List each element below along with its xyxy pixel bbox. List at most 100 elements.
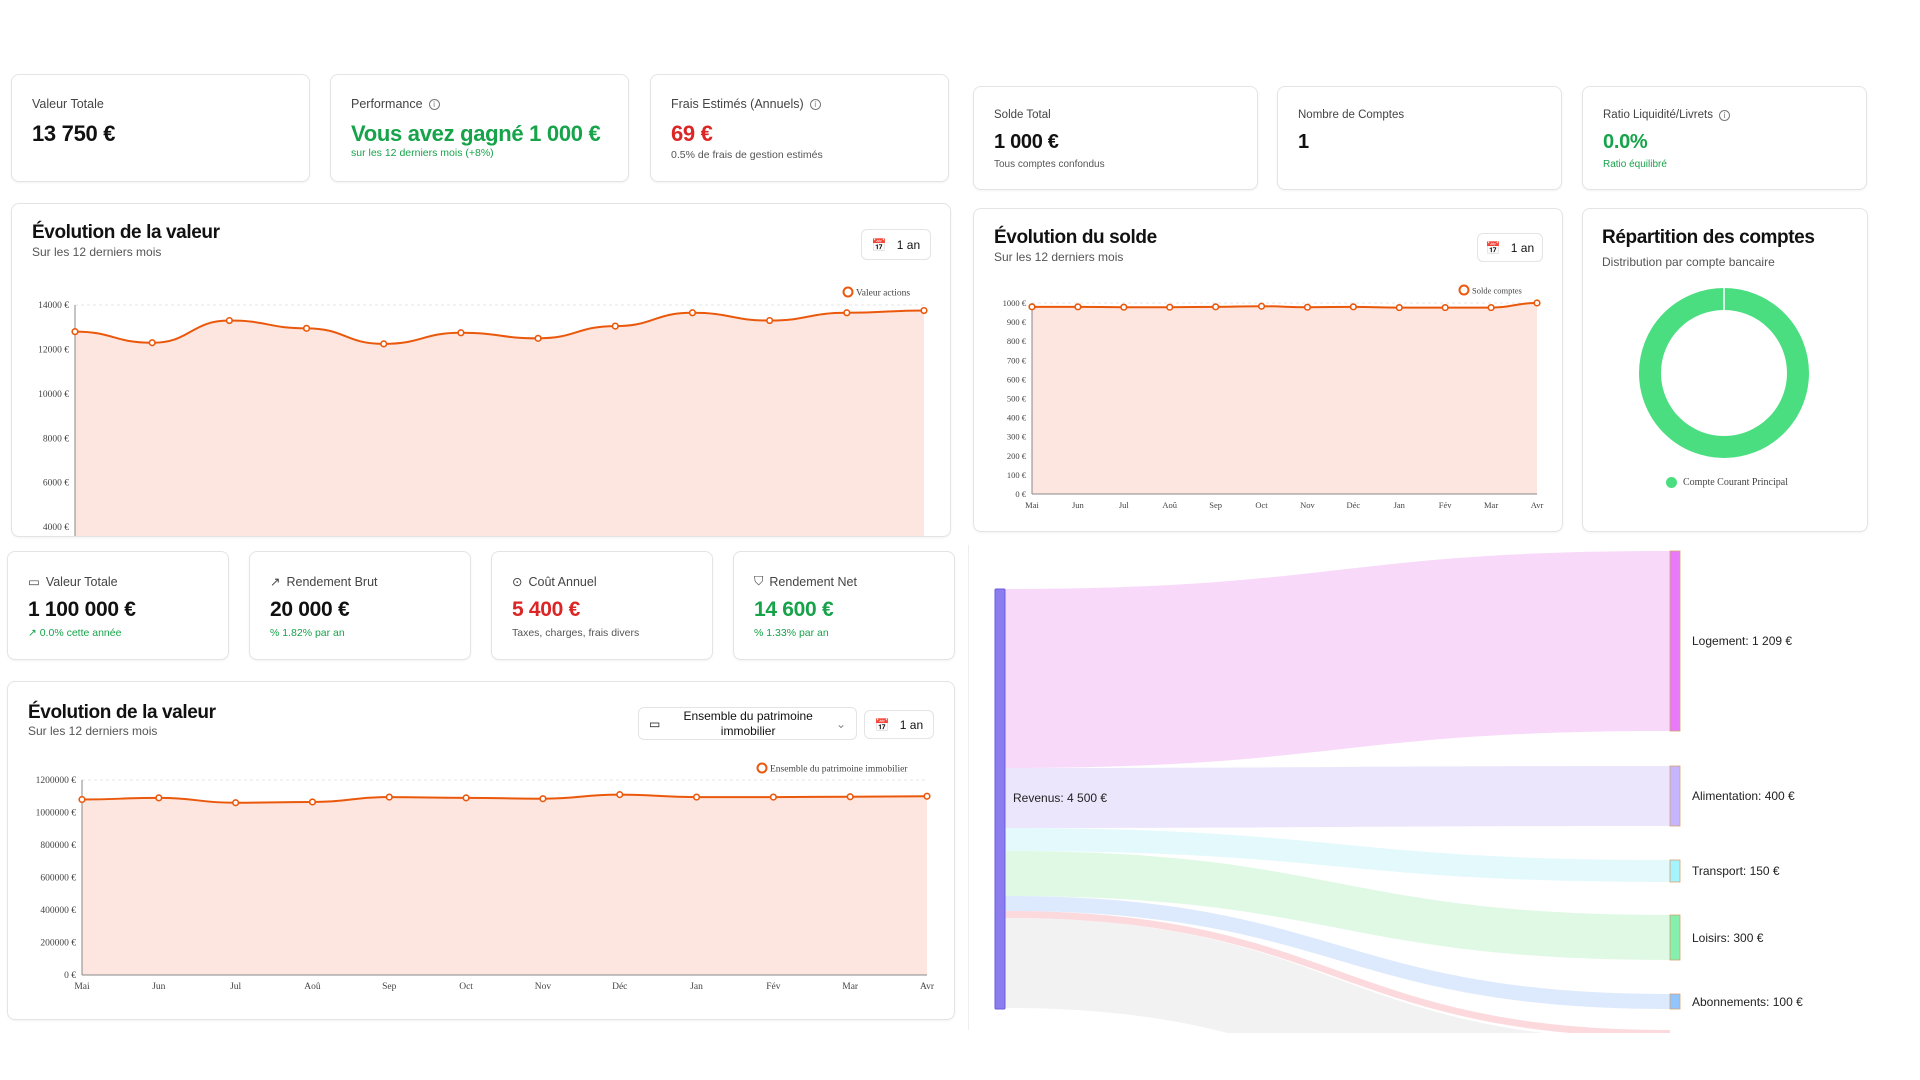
immo-card-valeur: ▭ Valeur Totale 1 100 000 € ↗ 0.0% cette … [7,551,229,660]
stat-label: Solde Total [994,109,1051,121]
data-point [380,340,388,348]
x-tick-label: Mar [1484,500,1498,510]
coins-icon: ⊙ [512,575,523,589]
series-area [75,310,924,536]
x-tick-label: Jul [230,982,241,992]
chart-title: Évolution de la valeur [28,702,216,723]
y-tick-label: 100 € [1007,470,1027,480]
x-tick-label: Sep [1209,500,1222,510]
chart-card-valeur-actions: Évolution de la valeur Sur les 12 dernie… [11,203,951,537]
sankey-link-loisirs [1005,851,1670,960]
data-point [688,309,697,317]
x-tick-label: Aoû [304,982,321,992]
chart-subtitle: Sur les 12 derniers mois [994,250,1124,264]
x-tick-label: Nov [535,982,552,992]
y-tick-label: 900 € [1007,317,1027,327]
sankey-target-label: Abonnements: 100 € [1692,995,1803,1009]
trending-up-icon: ↗ [270,575,281,589]
stat-label: Frais Estimés (Annuels) i [671,97,821,111]
period-button[interactable]: 📅 1 an [861,229,931,260]
y-tick-label: 600 € [1007,374,1027,384]
info-icon[interactable]: i [428,98,440,110]
data-point [1441,303,1449,312]
stat-sub: Tous comptes confondus [994,159,1105,170]
sankey-node-logement [1669,550,1681,732]
stat-sub: sur les 12 derniers mois (+8%) [351,147,494,159]
sankey-node-revenus [994,588,1006,1010]
stat-label: Nombre de Comptes [1298,109,1405,121]
immo-card-net: ⛉ Rendement Net 14 600 € % 1.33% par an [733,551,955,660]
period-button[interactable]: 📅 1 an [1477,233,1543,262]
data-point [148,339,156,347]
data-point [1074,303,1082,311]
x-tick-label: Nov [1300,500,1315,510]
data-point [920,306,928,315]
sankey-divider [968,545,969,1030]
x-tick-label: Jan [1394,500,1406,510]
data-point [843,309,851,317]
data-point [462,794,470,802]
sankey-node-transport [1669,859,1681,883]
chart-subtitle: Sur les 12 derniers mois [28,724,158,738]
data-point [308,798,317,806]
stat-label: ▭ Valeur Totale [28,574,118,590]
stat-value: 14 600 € [754,598,834,621]
legend-label: Ensemble du patrimoine immobilier [770,765,908,775]
patrimoine-select[interactable]: ▭ Ensemble du patrimoine immobilier ⌄ [638,707,857,740]
sankey-link-transport [1005,828,1670,882]
sankey-target-label: Loisirs: 300 € [1692,931,1764,945]
y-tick-label: 8000 € [43,434,69,444]
x-tick-label: Jun [152,982,165,992]
stat-card-ratio: Ratio Liquidité/Livrets i 0.0% Ratio équi… [1582,86,1867,190]
info-icon[interactable]: i [1718,109,1730,121]
y-tick-label: 400 € [1007,413,1027,423]
chart-card-valeur-immo: Évolution de la valeur Sur les 12 dernie… [7,681,955,1020]
wallet-icon: ▭ [649,716,661,731]
legend-marker [756,762,768,774]
info-icon[interactable]: i [809,98,821,110]
donut-legend[interactable]: Compte Courant Principal [1666,477,1788,488]
donut-svg [1639,288,1809,458]
wallet-icon: ▭ [28,575,40,589]
period-button[interactable]: 📅 1 an [864,710,934,739]
stat-sub: Taxes, charges, frais divers [512,627,640,639]
y-tick-label: 200000 € [40,939,76,949]
y-tick-label: 4000 € [43,523,69,533]
stat-card-nombre-comptes: Nombre de Comptes 1 [1277,86,1562,190]
series-line [81,793,928,804]
shield-icon: ⛉ [754,574,764,588]
data-point [846,793,854,801]
legend-marker [842,286,854,298]
y-tick-label: 14000 € [38,301,69,311]
x-tick-label: Jan [690,982,703,992]
data-point [692,793,701,801]
stat-value: 1 100 000 € [28,598,136,621]
stat-label: ⛉ Rendement Net [754,574,857,589]
sankey-link-logement [1005,551,1670,768]
y-tick-label: 800000 € [40,841,76,851]
x-tick-label: Mar [842,982,859,992]
data-point [1349,303,1357,311]
donut-subtitle: Distribution par compte bancaire [1602,255,1775,269]
x-tick-label: Aoû [1162,500,1177,510]
data-point [769,793,777,801]
data-point [1028,303,1036,311]
x-tick-label: Mai [74,982,90,992]
x-tick-label: Avr [1531,500,1544,510]
data-point [457,329,465,337]
y-tick-label: 12000 € [38,345,69,355]
stat-label: Ratio Liquidité/Livrets i [1603,109,1730,121]
stat-label: Valeur Totale [32,97,104,111]
sankey-source-label: Revenus: 4 500 € [1013,791,1108,805]
stat-value: 13 750 € [32,121,116,146]
y-tick-label: 600000 € [40,874,76,884]
chart-card-solde: Évolution du solde Sur les 12 derniers m… [973,208,1563,532]
calendar-icon: 📅 [871,237,887,252]
y-tick-label: 1000 € [1003,298,1027,308]
data-point [611,322,619,330]
stat-label: ↗ Rendement Brut [270,574,378,590]
chevron-down-icon: ⌄ [835,716,846,731]
chart-svg: 0 € 200000 € 400000 € 600000 € 800000 € 10000… [36,762,935,992]
chart-svg: 0 € 100 € 200 € 300 € 400 € 500 € 600 € 700 € 80… [1003,284,1544,510]
sankey-links [1005,551,1670,1080]
